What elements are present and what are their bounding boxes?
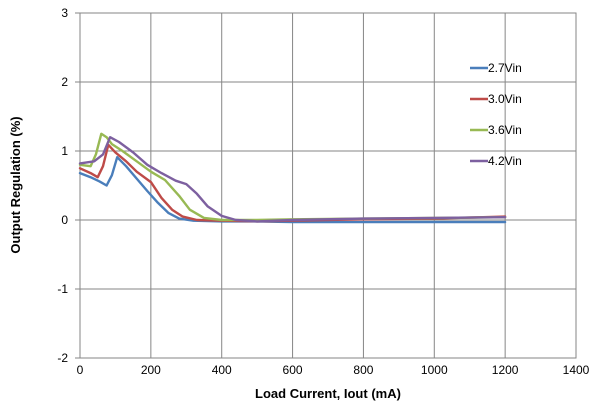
x-axis-title: Load Current, Iout (mA): [255, 386, 401, 401]
y-tick-label: -1: [57, 282, 68, 296]
y-tick-label: -2: [57, 351, 68, 365]
x-tick-label: 600: [283, 363, 303, 377]
legend-label: 4.2Vin: [488, 154, 522, 168]
x-tick-label: 0: [77, 363, 84, 377]
legend-label: 3.0Vin: [488, 92, 522, 106]
y-tick-label: 1: [61, 144, 68, 158]
x-tick-label: 400: [212, 363, 232, 377]
x-tick-label: 200: [141, 363, 161, 377]
x-tick-label: 1200: [492, 363, 519, 377]
x-tick-label: 1400: [563, 363, 590, 377]
legend-label: 3.6Vin: [488, 123, 522, 137]
y-tick-label: 2: [61, 75, 68, 89]
y-tick-label: 0: [61, 213, 68, 227]
y-axis-title: Output Regulation (%): [8, 116, 23, 253]
x-tick-label: 800: [353, 363, 373, 377]
x-tick-label: 1000: [421, 363, 448, 377]
y-tick-label: 3: [61, 6, 68, 20]
legend-label: 2.7Vin: [488, 61, 522, 75]
